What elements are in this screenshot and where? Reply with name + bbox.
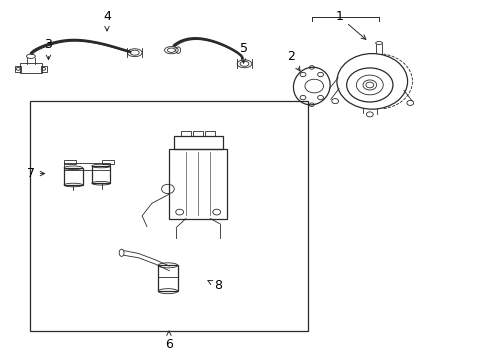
Bar — [92, 166, 110, 183]
Bar — [158, 265, 177, 291]
Bar — [168, 149, 227, 219]
Text: 2: 2 — [286, 50, 299, 71]
Bar — [41, 66, 46, 72]
Text: 7: 7 — [27, 167, 44, 180]
Text: 8: 8 — [207, 279, 221, 292]
Bar — [181, 131, 190, 136]
Bar — [173, 136, 222, 149]
Text: 1: 1 — [335, 10, 365, 39]
Text: 5: 5 — [239, 41, 247, 63]
Bar — [64, 163, 110, 170]
Bar — [20, 63, 41, 73]
Bar — [30, 101, 307, 330]
Bar — [15, 66, 21, 72]
Bar — [205, 131, 215, 136]
Bar — [102, 160, 114, 164]
Bar — [193, 131, 203, 136]
Bar — [64, 168, 82, 185]
Text: 3: 3 — [44, 38, 52, 60]
Bar — [64, 160, 76, 164]
Text: 4: 4 — [103, 10, 111, 31]
Text: 6: 6 — [164, 331, 172, 351]
